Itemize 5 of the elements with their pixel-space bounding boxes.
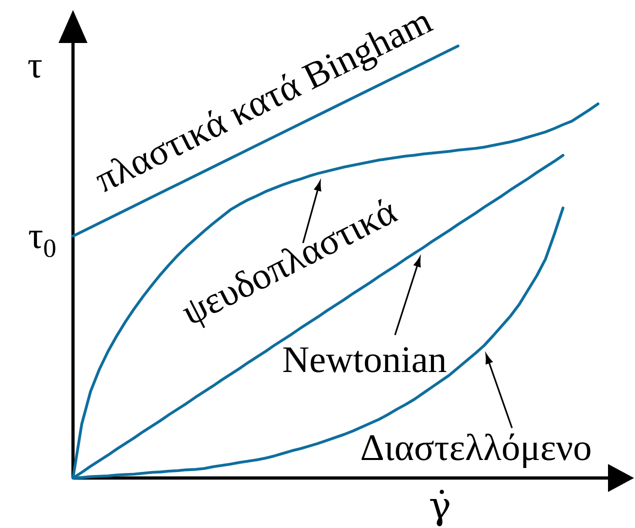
text: τ$_{0}$ (28, 230, 56, 258)
y-axis-title: τ (28, 60, 42, 78)
series-label: Διαστελλόμενο (362, 434, 590, 468)
x-axis-title: γ̇ (430, 490, 450, 526)
series-label: Newtonian (283, 347, 446, 372)
